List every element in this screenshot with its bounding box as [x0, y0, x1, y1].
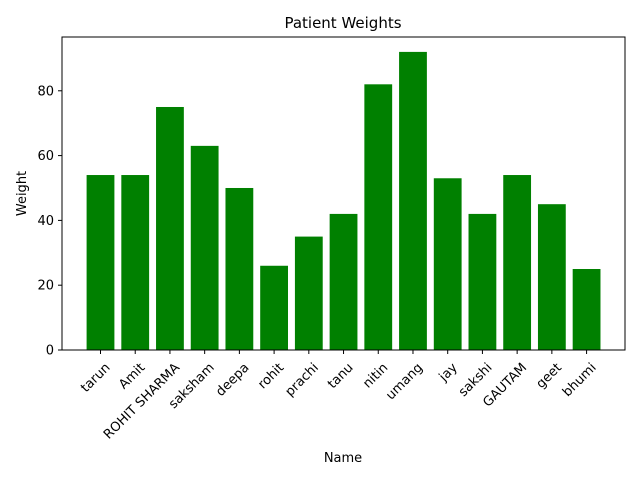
y-tick-label: 60	[37, 149, 54, 164]
bar-prachi	[294, 236, 323, 350]
x-tick-label: jay	[436, 360, 461, 385]
bar-geet	[537, 204, 566, 350]
y-tick-label: 0	[46, 344, 54, 359]
bar-deepa	[225, 187, 254, 350]
bar-jay	[433, 178, 462, 350]
bars-group	[86, 51, 601, 351]
x-tick-label: deepa	[213, 360, 252, 399]
x-tick-label: prachi	[283, 360, 322, 399]
bar-gautam	[503, 175, 532, 350]
x-tick-label: Amit	[116, 360, 148, 392]
bar-amit	[121, 175, 150, 350]
x-tick-label: tarun	[78, 360, 113, 395]
y-tick-label: 40	[37, 214, 54, 229]
bar-rohit-sharma	[156, 106, 184, 351]
y-axis: 0 20 40 60 80	[37, 84, 62, 359]
bar-umang	[399, 51, 427, 351]
x-axis-label: Name	[324, 451, 362, 466]
x-tick-label: bhumi	[560, 360, 600, 400]
y-tick-label: 80	[37, 84, 54, 99]
bar-nitin	[364, 84, 393, 350]
bar-sakshi	[468, 213, 497, 350]
bar-saksham	[190, 145, 219, 350]
bar-rohit	[260, 265, 288, 350]
y-tick-label: 20	[37, 279, 54, 294]
bar-tarun	[86, 175, 115, 350]
x-tick-label: rohit	[255, 360, 287, 392]
chart-title: Patient Weights	[284, 14, 401, 32]
x-tick-label: tanu	[325, 360, 356, 391]
y-axis-label: Weight	[15, 171, 30, 216]
bar-bhumi	[572, 269, 601, 350]
x-tick-label: nitin	[360, 360, 391, 391]
x-tick-label: umang	[383, 360, 426, 403]
bar-tanu	[329, 213, 358, 350]
x-tick-label: geet	[534, 360, 565, 391]
